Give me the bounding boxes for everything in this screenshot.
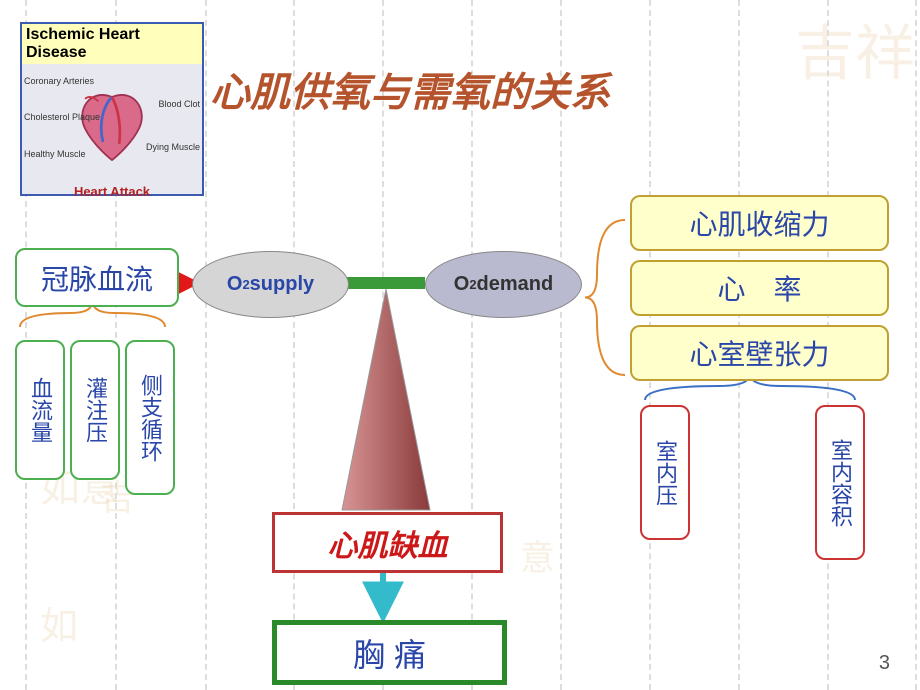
lbl-clot: Blood Clot — [158, 99, 200, 109]
heart-rate-box: 心 率 — [630, 260, 889, 316]
ischemia-box: 心肌缺血 — [272, 512, 503, 573]
lbl-healthy: Healthy Muscle — [24, 149, 86, 159]
lbl-coronary: Coronary Arteries — [24, 76, 94, 86]
page-number: 3 — [879, 652, 890, 675]
watermark-tr: 吉祥 — [795, 5, 915, 92]
o2-demand-ellipse: O2 demand — [425, 251, 582, 318]
watermark-m: 意 — [520, 530, 555, 581]
blood-flow-box: 血流量 — [15, 340, 65, 480]
lbl-dying: Dying Muscle — [146, 142, 200, 152]
watermark-bl: 如 — [40, 595, 78, 650]
heart-card-title: Ischemic Heart Disease — [22, 24, 202, 64]
heart-card-footer: Heart Attack — [22, 184, 202, 199]
collateral-circulation-box: 侧支循环 — [125, 340, 175, 495]
chest-pain-box: 胸 痛 — [272, 620, 507, 685]
lbl-cholesterol: Cholesterol Plaque — [24, 112, 100, 122]
perfusion-pressure-box: 灌注压 — [70, 340, 120, 480]
heart-illustration: Coronary Arteries Cholesterol Plaque Hea… — [22, 64, 202, 184]
intraventricular-volume-box: 室内容积 — [815, 405, 865, 560]
wall-tension-box: 心室壁张力 — [630, 325, 889, 381]
coronary-flow-box: 冠脉血流 — [15, 248, 179, 307]
page-title: 心肌供氧与需氧的关系 — [210, 60, 610, 118]
contractility-box: 心肌收缩力 — [630, 195, 889, 251]
heart-card: Ischemic Heart Disease Coronary Arteries… — [20, 22, 204, 196]
o2-supply-ellipse: O2 supply — [192, 251, 349, 318]
intraventricular-pressure-box: 室内压 — [640, 405, 690, 540]
